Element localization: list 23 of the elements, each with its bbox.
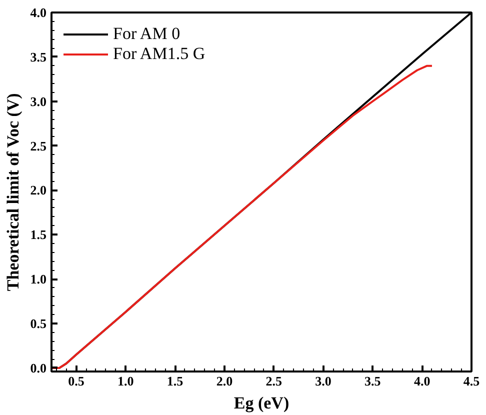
y-tick-label: 1.0	[30, 272, 46, 287]
x-axis-title: Eg (eV)	[234, 394, 290, 412]
x-tick-label: 1.0	[117, 374, 134, 388]
y-axis-title: Theoretical limit of Voc (V)	[3, 93, 22, 292]
y-tick-label: 2.5	[30, 138, 47, 154]
x-tick-label: 0.5	[68, 374, 85, 388]
y-tick-label: 0.5	[30, 316, 47, 332]
x-tick-label: 2.5	[266, 374, 282, 388]
line-series	[52, 64, 433, 369]
x-tick-label: 3.5	[364, 374, 382, 388]
y-tick-label: 1.5	[30, 227, 47, 242]
y-tick-label: 3.5	[30, 49, 47, 64]
legend-label: For AM 0	[113, 24, 180, 44]
y-tick-label: 3.0	[30, 94, 46, 109]
y-tick-label: 4.0	[30, 5, 46, 20]
x-tick-label: 4.5	[463, 374, 480, 388]
x-tick-label: 1.5	[166, 374, 184, 388]
y-tick-label: 0.0	[30, 360, 46, 376]
y-tick-label: 2.0	[30, 182, 46, 198]
legend-label: For AM1.5 G	[113, 44, 206, 64]
x-tick-label: 3.0	[315, 374, 332, 388]
x-tick-label: 4.0	[414, 374, 430, 388]
x-tick-label: 2.0	[216, 374, 233, 388]
